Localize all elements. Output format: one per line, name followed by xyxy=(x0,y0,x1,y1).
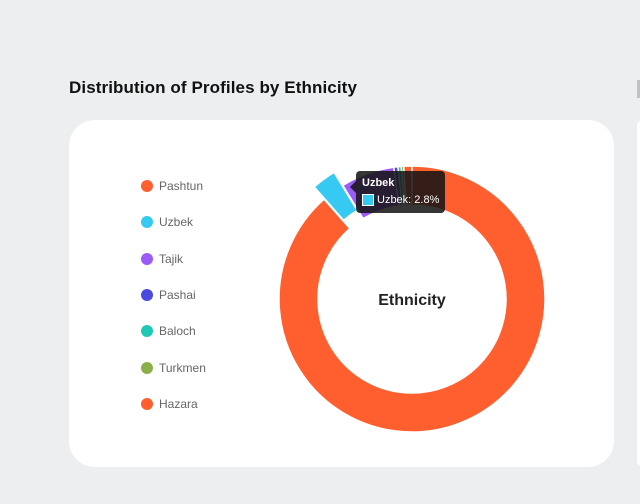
legend-swatch xyxy=(141,216,153,229)
legend-label: Uzbek xyxy=(159,215,194,230)
legend-item-hazara[interactable]: Hazara xyxy=(141,396,198,412)
legend-swatch xyxy=(141,288,153,301)
legend-label: Hazara xyxy=(159,396,198,411)
legend-label: Pashai xyxy=(159,287,196,302)
chart-tooltip: Uzbek Uzbek: 2.8% xyxy=(349,171,446,213)
donut-chart xyxy=(278,165,546,433)
slice-pashtun[interactable] xyxy=(278,165,546,433)
legend-item-baloch[interactable]: Baloch xyxy=(141,323,196,339)
donut-center-label: Ethnicity xyxy=(378,292,446,309)
tooltip-value: Uzbek: 2.8% xyxy=(377,194,440,206)
section-title: Distribution of Profiles by Ethnicity xyxy=(69,78,357,97)
legend-item-tajik[interactable]: Tajik xyxy=(141,251,183,267)
next-card-edge xyxy=(637,120,640,467)
legend-swatch xyxy=(141,325,153,338)
legend-item-pashai[interactable]: Pashai xyxy=(141,287,196,303)
legend-swatch xyxy=(141,361,153,374)
legend-item-turkmen[interactable]: Turkmen xyxy=(141,360,206,376)
legend-label: Baloch xyxy=(159,324,196,339)
legend-item-pashtun[interactable]: Pashtun xyxy=(141,178,203,194)
legend-swatch xyxy=(141,397,153,410)
legend-label: Tajik xyxy=(159,251,184,266)
legend-label: Turkmen xyxy=(159,360,206,375)
legend-label: Pashtun xyxy=(159,179,204,193)
next-section-edge xyxy=(637,80,640,98)
legend-swatch xyxy=(141,180,153,192)
tooltip-title: Uzbek xyxy=(362,177,395,189)
tooltip-color-swatch xyxy=(362,194,374,206)
ethnicity-chart-card: Pashtun Uzbek Tajik Pashai Baloch Turkmen Haza… xyxy=(69,120,614,467)
legend-item-uzbek[interactable]: Uzbek xyxy=(141,214,193,230)
tooltip-row: Uzbek: 2.8% xyxy=(362,193,439,207)
legend-swatch xyxy=(141,252,153,265)
